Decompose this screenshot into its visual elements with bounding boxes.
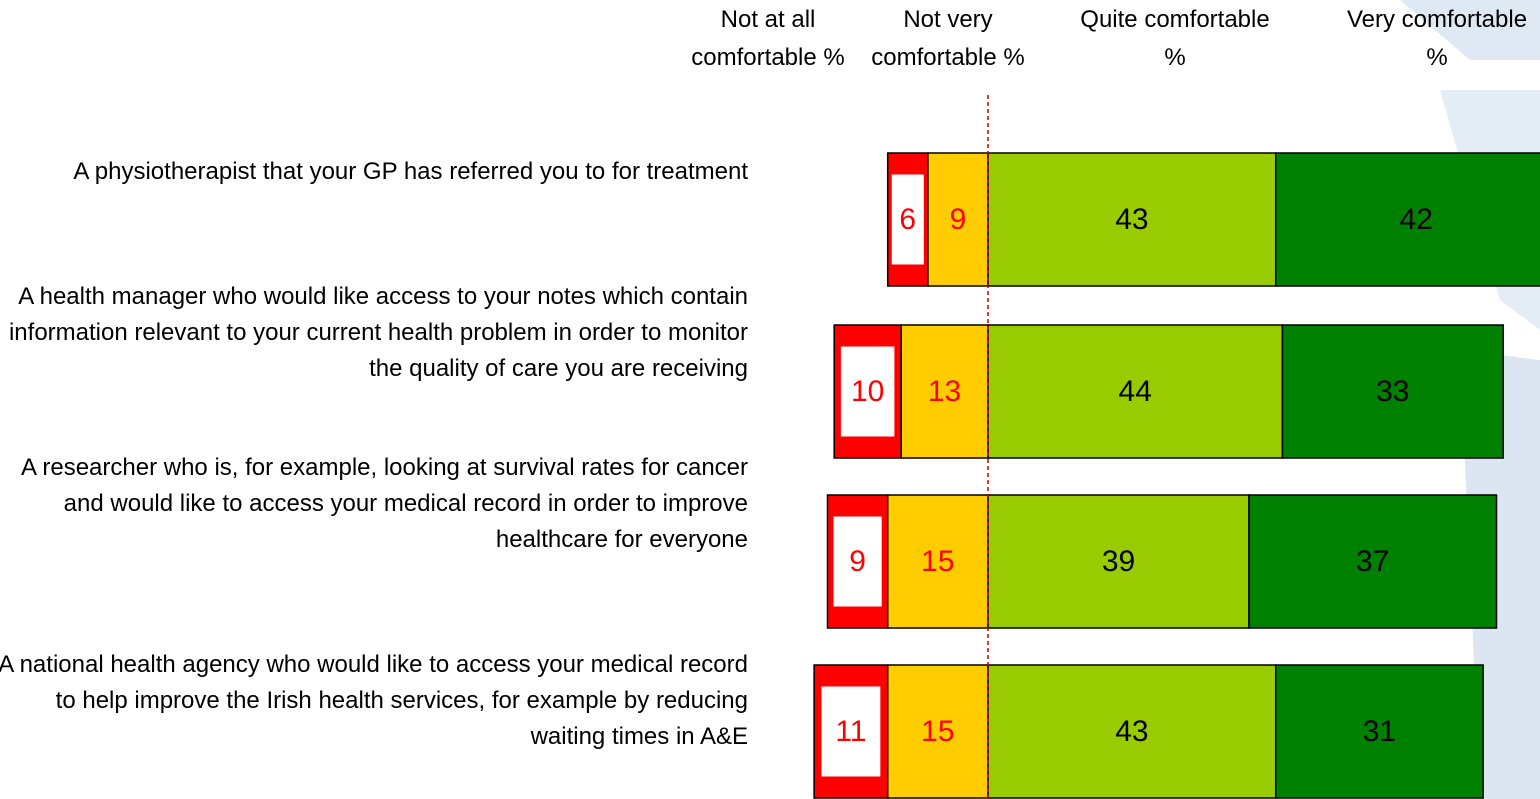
legend-header: Not at all comfortable %: [691, 6, 845, 71]
legend-header: Very comfortable %: [1346, 6, 1528, 71]
bar-segment: [1274, 664, 1484, 799]
bar-segment: [987, 324, 1284, 459]
label-box: [833, 516, 882, 607]
row-label: A national health agency who would like …: [0, 651, 748, 750]
data-label: 15: [921, 715, 954, 748]
data-label: 15: [921, 545, 954, 578]
data-label: 9: [950, 203, 967, 236]
data-label: 6: [899, 203, 916, 236]
data-label: 9: [849, 545, 866, 578]
bars: 9 6 43 42 13 10 44 33 15 9 39 37 15 11 43 31: [813, 152, 1540, 799]
bar-segment: [987, 664, 1277, 799]
data-label: 13: [928, 375, 961, 408]
row-label: A physiotherapist that your GP has refer…: [73, 158, 748, 185]
bar-segment: [927, 152, 989, 287]
legend-header: Not very comfortable %: [871, 6, 1025, 71]
data-label: 44: [1119, 375, 1152, 408]
row-label: A health manager who would like access t…: [8, 283, 748, 382]
bar-segment: [1248, 494, 1498, 629]
bar-segment: [1274, 152, 1540, 287]
label-box: [840, 346, 895, 437]
data-label: 37: [1356, 545, 1389, 578]
data-label: 11: [835, 715, 866, 748]
label-box: [891, 174, 924, 265]
data-label: 43: [1115, 715, 1148, 748]
bar-segment: [1281, 324, 1504, 459]
bar-segment: [886, 494, 989, 629]
label-box: [821, 686, 881, 777]
data-label: 42: [1400, 203, 1433, 236]
data-label: 39: [1102, 545, 1135, 578]
data-label: 33: [1376, 375, 1409, 408]
bar-segment: [987, 494, 1250, 629]
data-label: 43: [1115, 203, 1148, 236]
bar-segment: [900, 324, 989, 459]
row-label: A researcher who is, for example, lookin…: [21, 454, 748, 553]
legend-header: Quite comfortable %: [1080, 6, 1270, 71]
data-label: 31: [1363, 715, 1396, 748]
data-label: 10: [851, 375, 884, 408]
